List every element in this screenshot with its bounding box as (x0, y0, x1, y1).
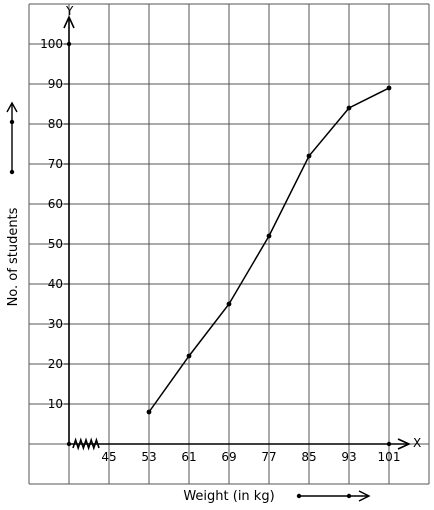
data-point (386, 85, 392, 91)
x-axis-letter: X (413, 436, 421, 450)
axes (63, 15, 411, 451)
y-tick-label: 100 (40, 37, 63, 51)
grid (28, 3, 430, 485)
axis-break-zigzag (72, 437, 100, 451)
y-axis-label: No. of students (6, 207, 21, 306)
tick-labels: 10 20 30 40 50 60 70 80 90 100 45 53 61 69 77 85 93 101 (40, 37, 400, 464)
y-tick-label: 60 (48, 197, 63, 211)
y-tick-label: 50 (48, 237, 63, 251)
data-point (146, 409, 152, 415)
x-tick-label: 93 (341, 450, 356, 464)
x-axis-arrowhead (397, 438, 411, 450)
data-point (266, 233, 272, 239)
y-axis-letter: Y (65, 4, 74, 18)
origin-point (66, 441, 72, 447)
series (146, 85, 392, 447)
x-tick-label: 77 (261, 450, 276, 464)
y-tick-label: 70 (48, 157, 63, 171)
y-tick-label: 80 (48, 117, 63, 131)
y-tick-label: 30 (48, 317, 63, 331)
x-tick-label: 69 (221, 450, 236, 464)
data-point (186, 353, 192, 359)
x-tick-label: 61 (181, 450, 196, 464)
x-direction-arrow (296, 490, 371, 502)
x-axis-marker (386, 441, 392, 447)
data-point (346, 105, 352, 111)
data-point (306, 153, 312, 159)
x-axis-label: Weight (in kg) (183, 489, 274, 504)
y-tick-label: 10 (48, 397, 63, 411)
y-direction-arrow (6, 101, 18, 175)
x-tick-label: 45 (101, 450, 116, 464)
x-tick-label: 85 (301, 450, 316, 464)
y-axis-arrowhead (63, 15, 75, 29)
data-point (226, 301, 232, 307)
y-tick-label: 20 (48, 357, 63, 371)
y-tick-label: 40 (48, 277, 63, 291)
x-tick-label: 101 (378, 450, 401, 464)
y-tick-label: 90 (48, 77, 63, 91)
x-tick-label: 53 (141, 450, 156, 464)
